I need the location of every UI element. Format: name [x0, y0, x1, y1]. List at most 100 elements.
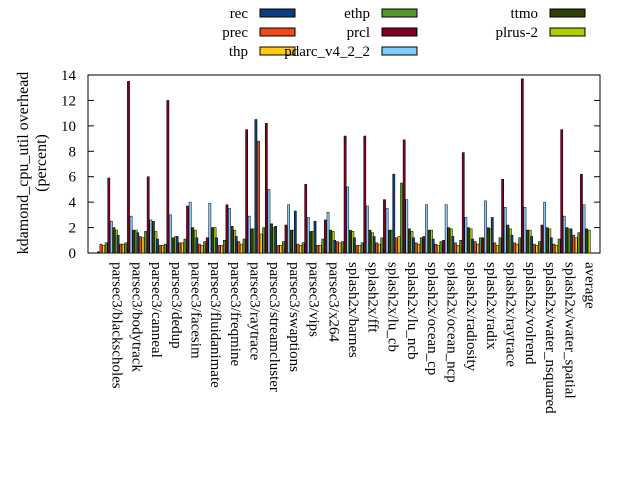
bar-prec — [296, 243, 300, 254]
bar-prec — [237, 241, 241, 254]
legend-label: plrus-2 — [496, 25, 539, 41]
bar-pdarc-v4-2-2 — [149, 219, 153, 254]
bar-pdarc-v4-2-2 — [208, 203, 212, 254]
bar-prcl — [127, 81, 130, 254]
bar-ttmo — [171, 237, 175, 254]
bar-ttmo — [329, 229, 332, 254]
bar-prec — [552, 243, 556, 254]
bar-rec — [313, 220, 317, 254]
bar-prcl — [264, 123, 268, 254]
bar-ttmo — [585, 228, 588, 254]
bar-thp — [456, 245, 460, 254]
bar-prec — [375, 242, 379, 254]
bar-prcl — [324, 219, 327, 254]
bar-ttmo — [348, 229, 352, 254]
bar-rec — [569, 228, 573, 254]
bar-rec — [293, 210, 297, 254]
x-tick-label: parsec3/freqmine — [227, 262, 243, 366]
bar-prcl — [481, 237, 485, 254]
bar-pdarc-v4-2-2 — [169, 214, 172, 254]
bar-ttmo — [368, 229, 372, 254]
bar-thp — [259, 233, 263, 254]
bar-plrus-2 — [587, 229, 591, 254]
bar-rec — [451, 236, 455, 254]
bar-rec — [195, 237, 199, 254]
bar-ethp — [419, 237, 423, 254]
bar-rec — [471, 238, 474, 254]
x-tick-label: parsec3/swaptions — [286, 262, 302, 372]
bar-prcl — [580, 173, 583, 254]
y-tick-label: 14 — [61, 68, 77, 84]
bar-prec — [119, 243, 123, 254]
bar-thp — [555, 245, 558, 254]
bar-pdarc-v4-2-2 — [425, 204, 428, 254]
bar-pdarc-v4-2-2 — [306, 217, 310, 254]
bar-prec — [335, 241, 339, 254]
bar-ethp — [183, 238, 187, 254]
bar-ttmo — [112, 227, 116, 254]
bar-prcl — [146, 176, 150, 254]
bar-ethp — [360, 242, 364, 254]
bar-prec — [434, 243, 438, 254]
bar-thp — [141, 237, 145, 254]
bar-prec — [395, 237, 398, 254]
legend-label: rec — [230, 6, 249, 22]
bar-ethp — [144, 231, 147, 254]
bar-prec — [276, 245, 280, 254]
y-tick-label: 0 — [69, 246, 77, 262]
bar-prcl — [540, 224, 544, 254]
bar-prcl — [304, 184, 308, 254]
x-tick-label: parsec3/bodytrack — [128, 262, 144, 372]
bar-rec — [97, 251, 100, 254]
bar-rec — [431, 238, 435, 254]
bar-thp — [377, 243, 381, 254]
bar-ttmo — [230, 226, 234, 254]
bar-ttmo — [506, 224, 510, 254]
bar-prec — [217, 245, 221, 254]
bar-pdarc-v4-2-2 — [326, 212, 330, 254]
bar-prec — [178, 242, 182, 254]
bar-ttmo — [408, 228, 411, 254]
bar-rec — [490, 217, 494, 254]
legend-label: ethp — [344, 6, 370, 22]
bar-rec — [136, 232, 140, 254]
bar-prcl — [205, 237, 209, 254]
bar-ethp — [104, 242, 108, 254]
y-tick-label: 6 — [69, 170, 77, 186]
legend-swatch — [259, 27, 296, 37]
bar-pdarc-v4-2-2 — [366, 205, 369, 254]
legend-label: ttmo — [510, 6, 538, 22]
x-tick-label: splash2x/ocean_ncp — [443, 262, 459, 383]
bar-ethp — [262, 227, 266, 254]
bar-ethp — [203, 241, 207, 254]
x-tick-label: splash2x/ocean_cp — [424, 262, 440, 375]
bar-pdarc-v4-2-2 — [464, 217, 468, 254]
bar-ethp — [380, 237, 384, 254]
bar-prcl — [363, 135, 367, 254]
bar-prcl — [186, 205, 189, 254]
bar-prec — [158, 245, 162, 254]
bar-ethp — [518, 237, 522, 254]
bar-thp — [102, 245, 105, 254]
bar-prcl — [520, 78, 524, 254]
legend: rec prec thp ethp prcl pdarc_v4_2_2 ttmo plrus-… — [222, 6, 586, 60]
bar-ethp — [557, 238, 561, 254]
bar-ethp — [498, 237, 502, 254]
bar-thp — [437, 245, 440, 254]
bar-pdarc-v4-2-2 — [188, 201, 192, 254]
x-tick-label: splash2x/fft — [365, 262, 381, 333]
bar-prec — [257, 140, 260, 254]
bar-pdarc-v4-2-2 — [346, 186, 350, 254]
bar-prec — [139, 236, 142, 254]
bar-prcl — [501, 179, 504, 254]
bar-rec — [274, 226, 277, 254]
bar-rec — [116, 234, 120, 254]
bar-ethp — [242, 238, 246, 254]
legend-label: pdarc_v4_2_2 — [284, 44, 370, 60]
bar-ethp — [223, 240, 226, 254]
bar-ethp — [577, 232, 581, 254]
bar-ethp — [163, 243, 167, 254]
x-tick-label: parsec3/blackscholes — [109, 262, 125, 389]
bar-prcl — [442, 240, 445, 254]
